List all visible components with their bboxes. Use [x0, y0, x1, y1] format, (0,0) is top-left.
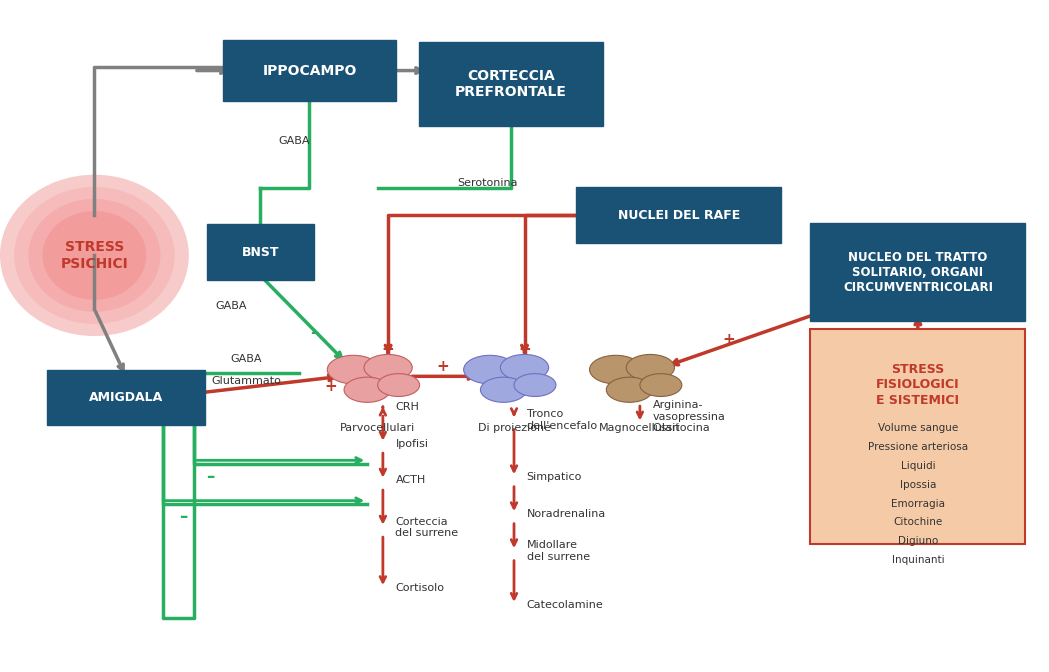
Text: Ipofisi: Ipofisi [395, 439, 428, 448]
Text: ACTH: ACTH [395, 476, 426, 485]
Text: GABA: GABA [215, 301, 247, 310]
Text: Serotonina: Serotonina [457, 178, 518, 188]
Ellipse shape [480, 377, 527, 403]
Text: +: + [518, 342, 531, 357]
Ellipse shape [15, 187, 174, 324]
Ellipse shape [464, 355, 516, 384]
Text: NUCLEO DEL TRATTO
SOLITARIO, ORGANI
CIRCUMVENTRICOLARI: NUCLEO DEL TRATTO SOLITARIO, ORGANI CIRC… [843, 251, 992, 294]
Text: –: – [179, 509, 188, 526]
Ellipse shape [42, 211, 146, 300]
Text: Arginina-
vasopressina
Ossitocina: Arginina- vasopressina Ossitocina [652, 400, 725, 433]
Text: Parvocellulari: Parvocellulari [340, 423, 415, 433]
Ellipse shape [626, 354, 675, 381]
Ellipse shape [500, 354, 549, 381]
Text: Noradrenalina: Noradrenalina [527, 509, 606, 519]
Ellipse shape [0, 175, 189, 336]
Ellipse shape [344, 377, 390, 403]
Ellipse shape [590, 355, 642, 384]
FancyBboxPatch shape [810, 329, 1025, 544]
Ellipse shape [0, 175, 189, 336]
Text: Emorragia: Emorragia [891, 499, 945, 509]
Text: Catecolamine: Catecolamine [527, 600, 603, 610]
Text: STRESS
PSICHICI: STRESS PSICHICI [61, 240, 128, 271]
Text: Volume sangue: Volume sangue [878, 423, 958, 433]
Text: Simpatico: Simpatico [527, 472, 582, 482]
Text: Citochine: Citochine [894, 517, 942, 528]
Text: GABA: GABA [278, 136, 309, 146]
Text: Inquinanti: Inquinanti [892, 555, 944, 565]
Text: –: – [206, 468, 214, 486]
Ellipse shape [640, 374, 682, 396]
Text: Cortisolo: Cortisolo [395, 583, 445, 593]
Text: AMIGDALA: AMIGDALA [89, 391, 163, 405]
Text: Tronco
dell'encefalo: Tronco dell'encefalo [527, 409, 598, 431]
Ellipse shape [28, 199, 160, 312]
Text: Magnocellulari: Magnocellulari [599, 423, 681, 433]
Text: CORTECCIA
PREFRONTALE: CORTECCIA PREFRONTALE [455, 69, 566, 99]
Text: Corteccia
del surrene: Corteccia del surrene [395, 517, 458, 538]
FancyBboxPatch shape [47, 370, 205, 425]
FancyBboxPatch shape [576, 187, 780, 243]
Ellipse shape [327, 355, 380, 384]
Text: +: + [324, 379, 337, 394]
FancyBboxPatch shape [207, 224, 314, 280]
Text: +: + [382, 342, 394, 357]
Text: BNST: BNST [241, 245, 279, 259]
Text: NUCLEI DEL RAFE: NUCLEI DEL RAFE [618, 208, 740, 222]
Ellipse shape [514, 374, 556, 396]
Text: IPPOCAMPO: IPPOCAMPO [262, 64, 357, 77]
Text: Digiuno: Digiuno [898, 536, 938, 546]
Text: +: + [723, 332, 735, 347]
Text: Glutammato: Glutammato [212, 376, 281, 386]
Ellipse shape [378, 374, 420, 396]
Text: Midollare
del surrene: Midollare del surrene [527, 540, 590, 562]
Text: Liquidi: Liquidi [900, 461, 936, 471]
Text: –: – [311, 324, 319, 341]
Text: Pressione arteriosa: Pressione arteriosa [868, 442, 968, 452]
Ellipse shape [606, 377, 652, 403]
Text: STRESS
FISIOLOGICI
E SISTEMICI: STRESS FISIOLOGICI E SISTEMICI [876, 363, 960, 407]
Text: GABA: GABA [231, 354, 262, 364]
FancyBboxPatch shape [222, 40, 395, 101]
Ellipse shape [364, 354, 412, 381]
Text: Ipossia: Ipossia [900, 480, 936, 490]
FancyBboxPatch shape [810, 223, 1025, 321]
FancyBboxPatch shape [419, 42, 602, 126]
Text: +: + [436, 359, 449, 374]
Text: CRH: CRH [395, 402, 420, 411]
Text: Di proiezione: Di proiezione [477, 423, 551, 433]
